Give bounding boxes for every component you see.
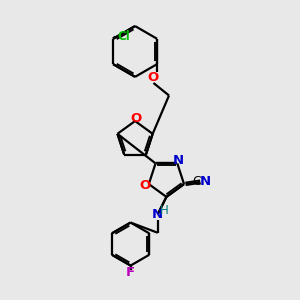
Text: H: H [160,204,169,217]
Text: Cl: Cl [117,30,130,43]
Text: F: F [126,266,135,279]
Text: N: N [152,208,163,221]
Text: N: N [200,175,211,188]
Text: O: O [140,179,151,192]
Text: N: N [172,154,184,167]
Text: O: O [130,112,141,125]
Text: O: O [148,71,159,84]
Text: C: C [192,175,201,188]
